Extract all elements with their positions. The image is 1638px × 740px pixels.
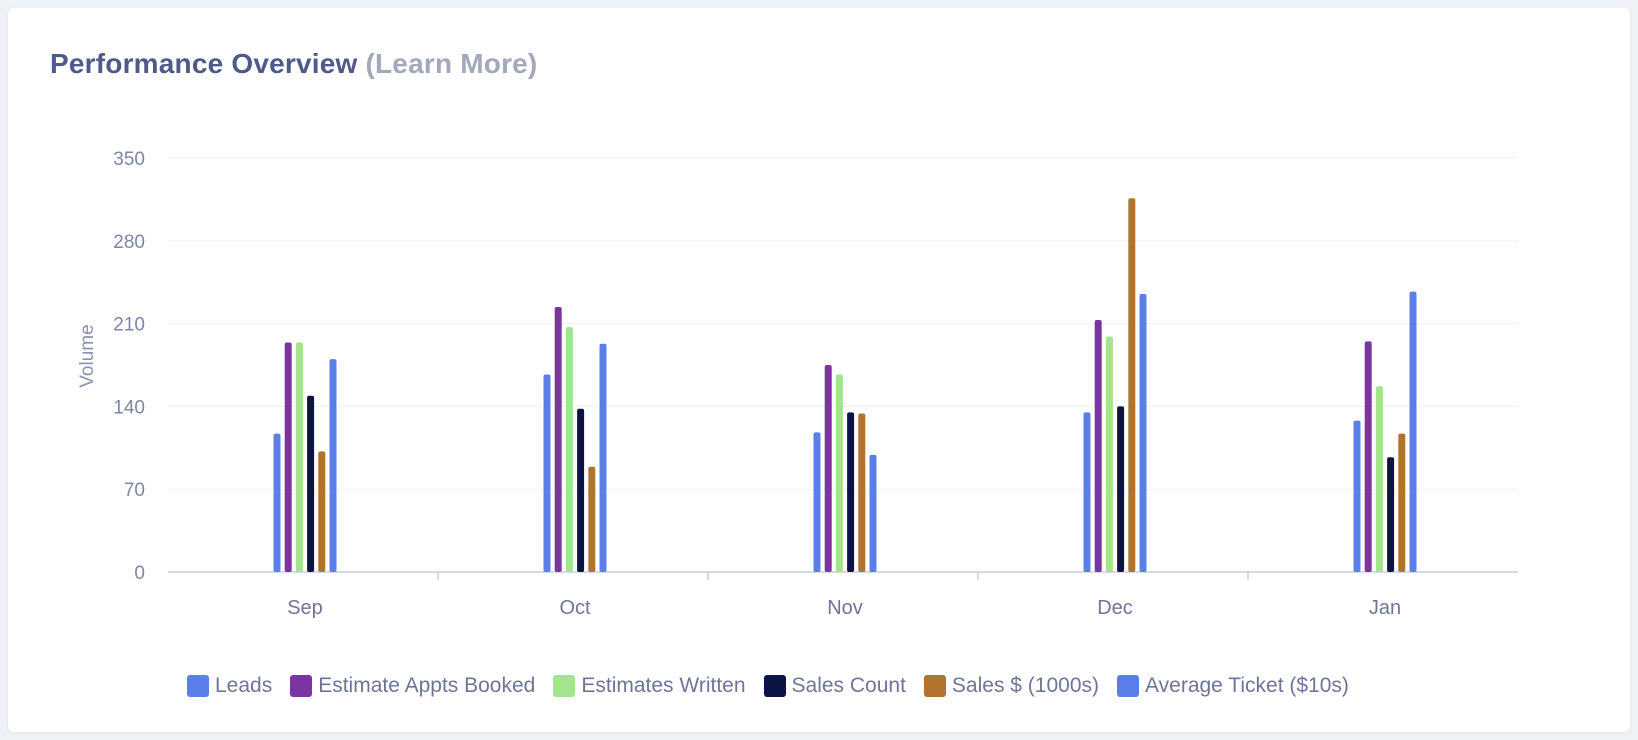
y-tick-label: 0 bbox=[134, 563, 145, 584]
page-title: Performance Overview (Learn More) bbox=[50, 48, 537, 80]
y-tick-label: 280 bbox=[113, 232, 145, 253]
bar-leads-nov bbox=[813, 432, 821, 572]
legend-label: Estimates Written bbox=[581, 674, 746, 697]
bar-estimate-appts-booked-oct bbox=[554, 307, 562, 572]
legend-item[interactable]: Estimates Written bbox=[553, 674, 746, 698]
bar-average-ticket-10s-jan bbox=[1409, 291, 1417, 572]
bar-estimates-written-jan bbox=[1375, 386, 1383, 572]
learn-more-link[interactable]: (Learn More) bbox=[365, 48, 538, 79]
bar-estimates-written-oct bbox=[565, 327, 573, 572]
legend-label: Estimate Appts Booked bbox=[318, 674, 536, 697]
y-tick-label: 210 bbox=[113, 315, 145, 336]
legend-swatch bbox=[1117, 675, 1140, 697]
bar-sales-count-jan bbox=[1387, 457, 1395, 572]
bar-estimates-written-nov bbox=[835, 374, 843, 572]
bar-leads-sep bbox=[273, 433, 281, 572]
x-tick-label: Sep bbox=[287, 597, 323, 619]
x-tick-label: Oct bbox=[559, 597, 591, 619]
x-tick-label: Dec bbox=[1097, 597, 1133, 619]
performance-card: Performance Overview (Learn More) bbox=[8, 8, 1630, 732]
legend-item[interactable]: Estimate Appts Booked bbox=[290, 674, 535, 698]
bar-sales-1000s-sep bbox=[318, 451, 326, 572]
bar-leads-dec bbox=[1083, 412, 1091, 572]
legend-label: Sales $ (1000s) bbox=[951, 674, 1100, 697]
legend-label: Leads bbox=[215, 674, 273, 697]
bar-average-ticket-10s-nov bbox=[869, 454, 877, 572]
x-tick-label: Jan bbox=[1369, 597, 1401, 619]
bar-estimate-appts-booked-jan bbox=[1364, 341, 1372, 572]
legend-item[interactable]: Average Ticket ($10s) bbox=[1117, 674, 1349, 698]
bar-estimates-written-sep bbox=[295, 342, 303, 572]
chart-legend: Leads Estimate Appts Booked Estimates Writ… bbox=[187, 674, 1349, 698]
bar-estimates-written-dec bbox=[1105, 336, 1113, 572]
y-axis-label: Volume bbox=[77, 324, 98, 387]
legend-item[interactable]: Sales Count bbox=[763, 674, 906, 698]
bar-sales-1000s-jan bbox=[1398, 433, 1406, 572]
bar-sales-count-dec bbox=[1117, 406, 1125, 572]
bar-leads-jan bbox=[1353, 420, 1361, 572]
bar-sales-count-oct bbox=[577, 408, 585, 572]
bar-sales-count-nov bbox=[847, 412, 855, 572]
legend-swatch bbox=[187, 675, 209, 697]
x-tick-label: Nov bbox=[827, 597, 863, 619]
bar-sales-count-sep bbox=[307, 395, 315, 572]
legend-label: Sales Count bbox=[791, 674, 906, 697]
legend-item[interactable]: Sales $ (1000s) bbox=[923, 674, 1100, 698]
bar-sales-1000s-oct bbox=[588, 466, 596, 572]
bar-average-ticket-10s-sep bbox=[329, 359, 337, 572]
bar-leads-oct bbox=[543, 374, 551, 572]
title-text: Performance Overview bbox=[50, 48, 358, 79]
legend-item[interactable]: Leads bbox=[187, 674, 272, 698]
bar-estimate-appts-booked-sep bbox=[284, 342, 292, 572]
y-tick-label: 140 bbox=[113, 397, 145, 418]
bar-estimate-appts-booked-nov bbox=[824, 365, 832, 572]
bar-sales-1000s-nov bbox=[858, 413, 866, 572]
bar-sales-1000s-dec bbox=[1128, 198, 1136, 572]
legend-swatch bbox=[553, 675, 576, 697]
legend-swatch bbox=[923, 675, 946, 697]
bar-average-ticket-10s-dec bbox=[1139, 294, 1147, 572]
bar-average-ticket-10s-oct bbox=[599, 343, 607, 572]
legend-swatch bbox=[763, 675, 786, 697]
y-tick-label: 350 bbox=[113, 149, 145, 170]
bar-estimate-appts-booked-dec bbox=[1094, 320, 1102, 572]
legend-swatch bbox=[290, 675, 313, 697]
y-tick-label: 70 bbox=[124, 480, 145, 501]
legend-label: Average Ticket ($10s) bbox=[1145, 674, 1349, 697]
